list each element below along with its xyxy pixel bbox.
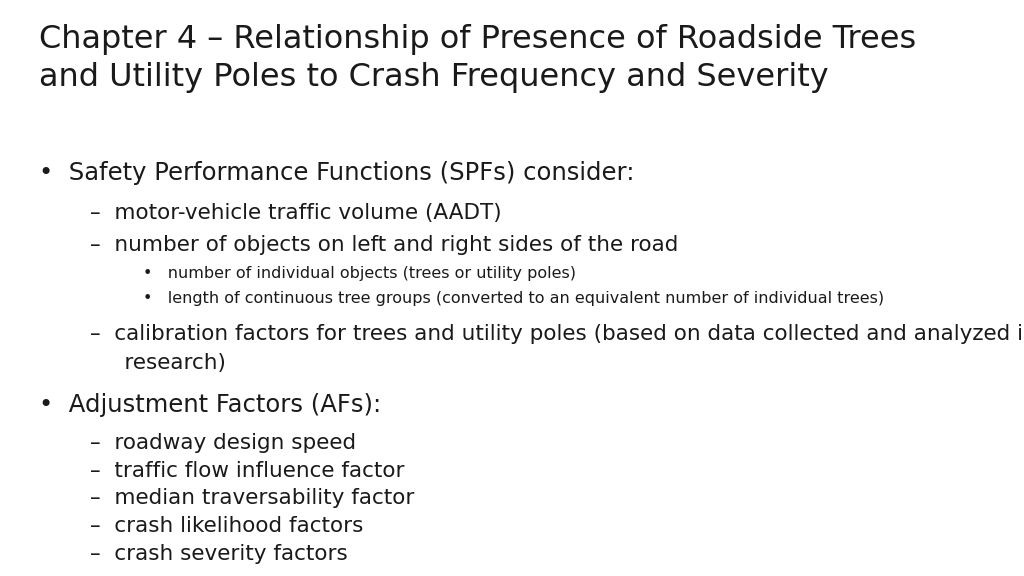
Text: –  crash severity factors: – crash severity factors [90, 544, 348, 564]
Text: –  crash likelihood factors: – crash likelihood factors [90, 516, 364, 536]
Text: •   number of individual objects (trees or utility poles): • number of individual objects (trees or… [143, 266, 577, 281]
Text: Chapter 4 – Relationship of Presence of Roadside Trees
and Utility Poles to Cras: Chapter 4 – Relationship of Presence of … [39, 24, 916, 93]
Text: •  Adjustment Factors (AFs):: • Adjustment Factors (AFs): [39, 393, 381, 417]
Text: •   length of continuous tree groups (converted to an equivalent number of indiv: • length of continuous tree groups (conv… [143, 291, 885, 306]
Text: research): research) [90, 353, 226, 373]
Text: –  traffic flow influence factor: – traffic flow influence factor [90, 461, 404, 481]
Text: –  median traversability factor: – median traversability factor [90, 488, 415, 509]
Text: –  number of objects on left and right sides of the road: – number of objects on left and right si… [90, 235, 679, 255]
Text: –  calibration factors for trees and utility poles (based on data collected and : – calibration factors for trees and util… [90, 324, 1024, 344]
Text: –  roadway design speed: – roadway design speed [90, 433, 356, 453]
Text: –  motor-vehicle traffic volume (AADT): – motor-vehicle traffic volume (AADT) [90, 203, 502, 223]
Text: •  Safety Performance Functions (SPFs) consider:: • Safety Performance Functions (SPFs) co… [39, 161, 635, 185]
